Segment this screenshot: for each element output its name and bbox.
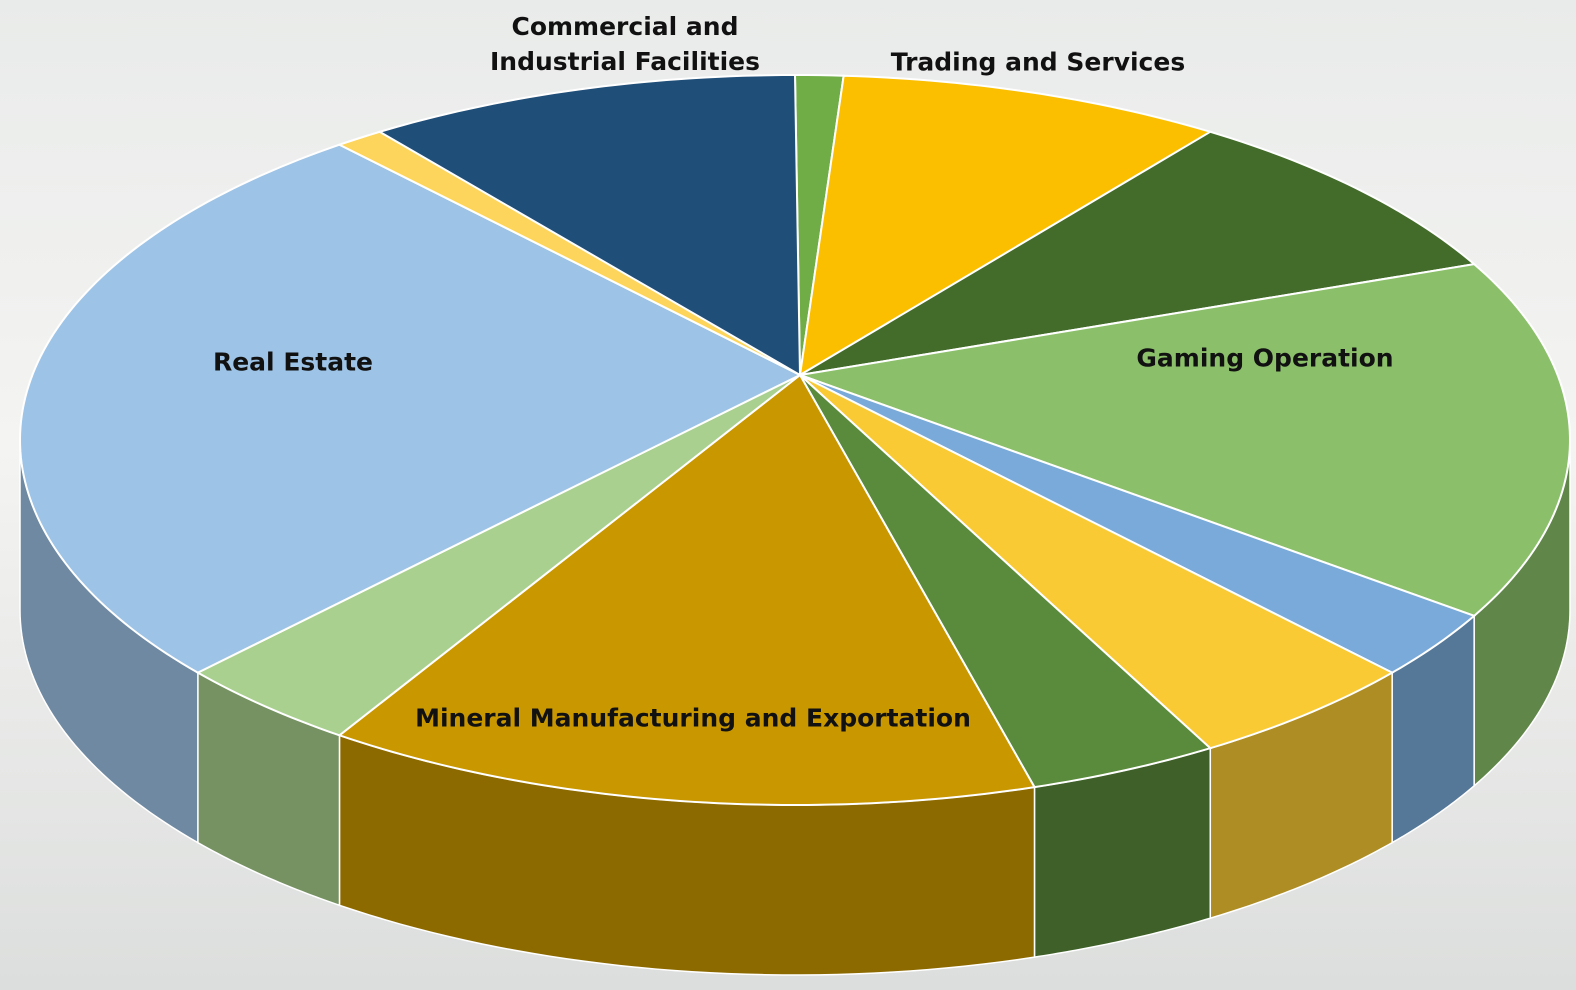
pie-slice — [799, 374, 1395, 750]
pie-slice — [798, 74, 1213, 377]
slice-label: Gaming Operation — [1136, 343, 1394, 373]
pie-slice — [195, 374, 801, 737]
slice-label: Trading and Services — [890, 47, 1186, 77]
pie-slice — [799, 130, 1477, 376]
pie-slice — [19, 143, 803, 674]
pie-slice — [799, 374, 1213, 789]
pie-slice — [799, 374, 1477, 674]
slice-label: Mineral Manufacturing and Exportation — [415, 703, 971, 733]
pie-slice — [377, 73, 802, 377]
pie-slice — [796, 263, 1571, 617]
slice-label: Real Estate — [212, 347, 374, 377]
pie-slice — [337, 373, 1037, 807]
slice-label: Commercial and Industrial Facilities — [489, 12, 761, 76]
